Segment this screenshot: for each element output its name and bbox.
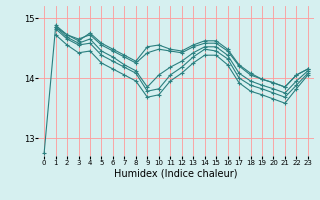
X-axis label: Humidex (Indice chaleur): Humidex (Indice chaleur) [114, 169, 238, 179]
